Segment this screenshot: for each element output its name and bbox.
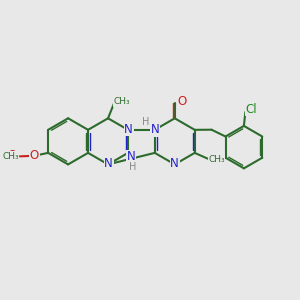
Text: H: H xyxy=(129,162,137,172)
Text: N: N xyxy=(150,123,159,136)
Text: H: H xyxy=(142,117,150,127)
Text: N: N xyxy=(170,157,179,170)
Text: O: O xyxy=(30,149,39,162)
Text: O: O xyxy=(7,149,16,162)
Text: Cl: Cl xyxy=(245,103,257,116)
Text: CH₃: CH₃ xyxy=(114,97,130,106)
Text: N: N xyxy=(127,150,136,164)
Text: CH₃: CH₃ xyxy=(2,152,19,161)
Text: CH₃: CH₃ xyxy=(208,155,225,164)
Text: N: N xyxy=(104,157,113,170)
Text: O: O xyxy=(177,95,187,108)
Text: N: N xyxy=(124,123,133,136)
